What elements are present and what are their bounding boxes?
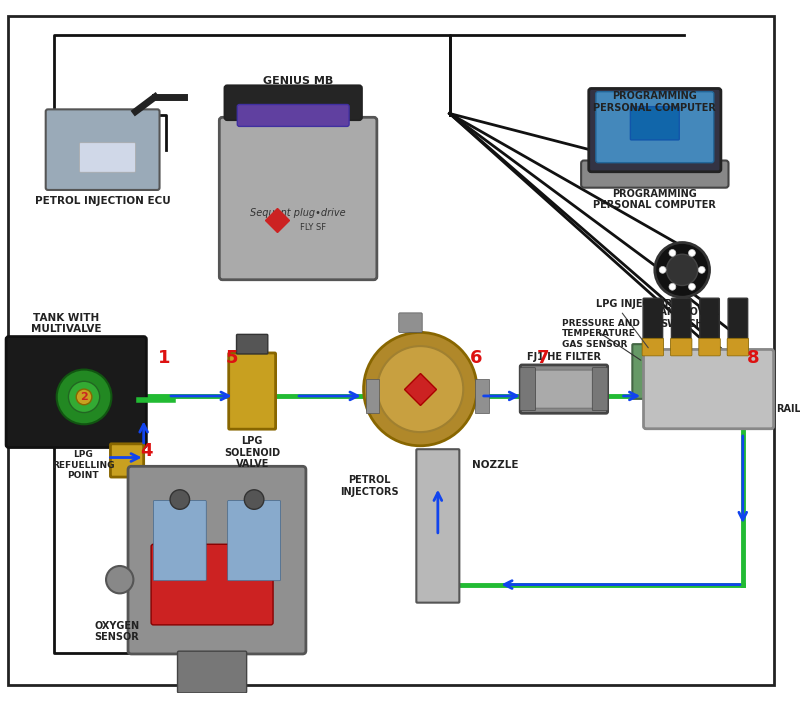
- FancyBboxPatch shape: [79, 143, 135, 172]
- Text: PETROL
INJECTORS: PETROL INJECTORS: [340, 475, 398, 497]
- FancyBboxPatch shape: [229, 353, 276, 429]
- Text: TANK WITH
MULTIVALVE: TANK WITH MULTIVALVE: [31, 313, 102, 334]
- FancyBboxPatch shape: [592, 367, 608, 411]
- FancyBboxPatch shape: [6, 336, 146, 447]
- Text: PROGRAMMING
PERSONAL COMPUTER: PROGRAMMING PERSONAL COMPUTER: [594, 189, 716, 210]
- Text: LPG
REFUELLING
POINT: LPG REFUELLING POINT: [52, 451, 114, 480]
- Text: 6: 6: [470, 349, 482, 367]
- Circle shape: [669, 250, 676, 257]
- Circle shape: [669, 283, 676, 290]
- Circle shape: [363, 332, 477, 446]
- FancyBboxPatch shape: [237, 334, 268, 354]
- Text: PROGRAMMING
PERSONAL COMPUTER: PROGRAMMING PERSONAL COMPUTER: [594, 91, 716, 113]
- Text: 2: 2: [80, 392, 88, 402]
- FancyBboxPatch shape: [700, 298, 719, 351]
- Circle shape: [659, 266, 666, 273]
- FancyBboxPatch shape: [110, 444, 144, 477]
- Circle shape: [666, 254, 698, 285]
- Circle shape: [106, 566, 134, 593]
- Text: 4: 4: [140, 442, 153, 460]
- Circle shape: [689, 283, 695, 290]
- FancyBboxPatch shape: [643, 298, 662, 351]
- Circle shape: [378, 346, 463, 432]
- FancyBboxPatch shape: [671, 298, 691, 351]
- FancyBboxPatch shape: [46, 109, 159, 190]
- FancyBboxPatch shape: [520, 365, 608, 414]
- FancyBboxPatch shape: [225, 86, 362, 120]
- Text: 8: 8: [747, 349, 760, 367]
- Circle shape: [698, 266, 705, 273]
- FancyBboxPatch shape: [581, 161, 729, 188]
- FancyBboxPatch shape: [520, 367, 535, 411]
- Text: NOZZLE: NOZZLE: [472, 460, 518, 470]
- FancyBboxPatch shape: [128, 466, 306, 654]
- Text: LPG
SOLENOID
VALVE: LPG SOLENOID VALVE: [224, 436, 280, 469]
- Text: 5: 5: [226, 349, 238, 367]
- FancyBboxPatch shape: [643, 350, 774, 429]
- FancyBboxPatch shape: [154, 501, 206, 580]
- FancyBboxPatch shape: [670, 339, 692, 356]
- FancyBboxPatch shape: [228, 501, 281, 580]
- Text: GENIUS MB: GENIUS MB: [263, 76, 334, 86]
- Bar: [475, 379, 489, 413]
- FancyBboxPatch shape: [728, 298, 748, 351]
- Circle shape: [57, 369, 111, 424]
- Circle shape: [655, 243, 710, 297]
- Text: FJ1 HE FILTER: FJ1 HE FILTER: [527, 352, 601, 362]
- FancyBboxPatch shape: [416, 449, 459, 603]
- Circle shape: [76, 389, 92, 404]
- Text: PETROL INJECTION ECU: PETROL INJECTION ECU: [34, 196, 170, 205]
- Text: 7: 7: [537, 349, 550, 367]
- FancyBboxPatch shape: [178, 651, 246, 693]
- FancyBboxPatch shape: [630, 107, 679, 140]
- Bar: [366, 379, 379, 413]
- Text: RAIL: RAIL: [776, 404, 800, 414]
- FancyBboxPatch shape: [642, 339, 664, 356]
- Text: 1: 1: [158, 349, 170, 367]
- FancyBboxPatch shape: [398, 313, 422, 332]
- Circle shape: [69, 381, 100, 413]
- FancyBboxPatch shape: [219, 117, 377, 280]
- Circle shape: [689, 250, 695, 257]
- Circle shape: [170, 490, 190, 510]
- FancyBboxPatch shape: [151, 544, 273, 625]
- Text: PRESSURE AND
TEMPERATURE
GAS SENSOR: PRESSURE AND TEMPERATURE GAS SENSOR: [562, 319, 640, 348]
- Text: OXYGEN
SENSOR: OXYGEN SENSOR: [94, 620, 139, 642]
- FancyBboxPatch shape: [698, 339, 720, 356]
- FancyBboxPatch shape: [527, 370, 601, 408]
- Text: FLY SF: FLY SF: [300, 224, 326, 232]
- FancyBboxPatch shape: [238, 104, 349, 126]
- Text: LPG INJECTOR: LPG INJECTOR: [596, 299, 673, 309]
- FancyBboxPatch shape: [596, 92, 714, 163]
- Circle shape: [244, 490, 264, 510]
- Text: CHANGEOVER
SWITCH: CHANGEOVER SWITCH: [645, 307, 720, 329]
- Text: Sequent plug•drive: Sequent plug•drive: [250, 208, 346, 218]
- FancyBboxPatch shape: [589, 88, 721, 172]
- FancyBboxPatch shape: [727, 339, 749, 356]
- FancyBboxPatch shape: [632, 344, 658, 399]
